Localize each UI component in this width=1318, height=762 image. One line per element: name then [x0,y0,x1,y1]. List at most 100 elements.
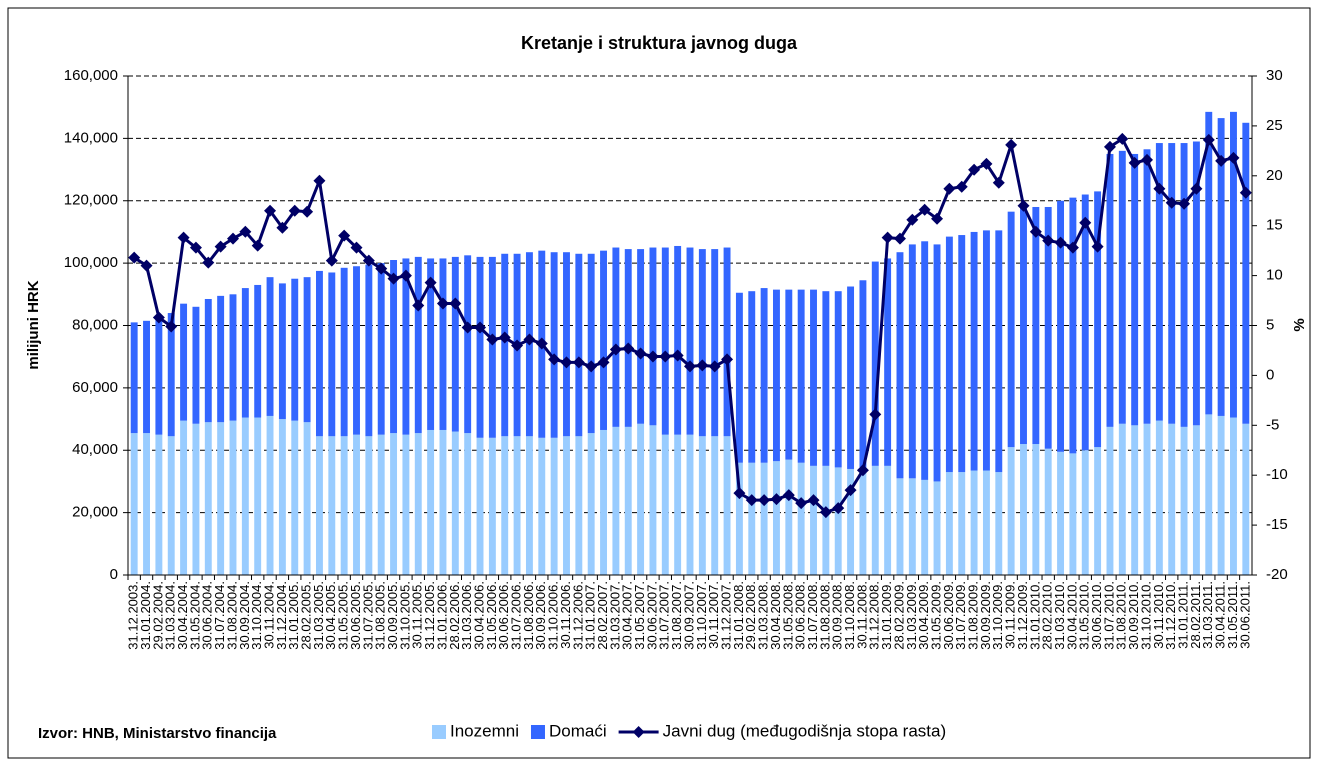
x-tick-label: 30.09.2007. [681,581,696,650]
x-tick-label: 30.06.2009. [941,581,956,650]
bar [501,436,509,575]
bar [1069,197,1077,454]
line-marker [424,276,437,289]
bar [1007,211,1015,448]
bar [834,467,842,575]
x-tick-label: 31.07.2010. [1101,581,1116,650]
bar [760,288,768,463]
x-tick-label: 30.04.2009. [916,581,931,650]
x-tick-label: 30.09.2005. [385,581,400,650]
bar [612,247,620,427]
line-marker [362,254,375,267]
line-marker [1091,240,1104,253]
bar [1094,447,1102,575]
x-tick-label: 31.08.2006. [521,581,536,650]
line-marker [844,484,857,497]
x-tick-label: 30.11.2007. [706,581,721,649]
bar [637,423,645,575]
bar [711,436,719,575]
x-tick-label: 31.08.2009. [966,581,981,650]
y-tick-label: 80,000 [72,316,118,333]
line-marker [733,487,746,500]
bar [1057,200,1065,452]
x-tick-label: 31.10.2009. [990,581,1005,650]
bar [661,247,669,435]
bar [785,289,793,460]
bar [278,283,286,420]
x-tick-label: 31.01.2004. [138,581,153,650]
x-tick-label: 28.02.2011. [1188,581,1203,649]
line-marker [782,489,795,502]
x-tick-label: 31.07.2005. [360,581,375,650]
bar [933,481,941,575]
x-tick-label: 31.08.2005. [373,581,388,650]
line-marker [548,353,561,366]
line-marker [461,321,474,334]
bar [612,426,620,575]
x-tick-label: 30.04.2004. [175,581,190,650]
y-axis-title: milijuni HRK [25,280,42,369]
bar [982,230,990,471]
bar [217,295,225,423]
bar [958,472,966,575]
line-marker [856,464,869,477]
x-tick-label: 28.02.2007. [595,581,610,650]
bar [686,434,694,575]
line-marker [301,205,314,218]
bar [896,252,904,479]
x-tick-label: 31.12.2007. [718,581,733,650]
bar [229,420,237,575]
bar [698,436,706,575]
bar [587,253,595,434]
bar [550,437,558,575]
line-marker [288,204,301,217]
bar [871,261,879,466]
x-tick-label: 31.01.2005. [286,581,301,650]
bar [315,436,323,575]
x-tick-label: 31.12.2005. [422,581,437,650]
bar [204,422,212,575]
line-marker [992,176,1005,189]
bar [340,267,348,437]
bar [365,436,373,575]
line-marker [918,203,931,216]
bar [896,478,904,575]
bar [451,431,459,575]
line-marker [745,494,758,507]
bar [303,277,311,423]
chart-border [7,7,1311,759]
bar [464,433,472,575]
x-tick-label: 29.02.2004. [150,581,165,650]
x-tick-label: 31.07.2004. [212,581,227,650]
line-marker [226,232,239,245]
bar [1143,423,1151,575]
x-tick-label: 30.06.2007. [644,581,659,650]
bar [995,472,1003,575]
line-marker [523,333,536,346]
bar [600,250,607,430]
bar [1044,206,1052,449]
y2-tick-label: -5 [1266,416,1279,433]
x-tick-label: 30.04.2011. [1213,581,1228,649]
line-marker [585,360,598,373]
x-tick-label: 30.04.2010. [1064,581,1079,650]
bar [1168,423,1176,575]
bar [1180,426,1188,575]
y2-tick-label: -15 [1266,516,1288,533]
y-tick-label: 100,000 [64,254,118,271]
x-tick-label: 30.11.2005. [410,581,425,649]
x-tick-label: 31.03.2006. [459,581,474,650]
bar [1155,143,1163,421]
line-marker [140,259,153,272]
bar [921,479,929,575]
bar [340,436,348,575]
x-tick-label: 31.05.2004. [187,581,202,650]
bar [501,253,509,437]
bar [143,433,150,575]
x-tick-label: 30.11.2004. [261,581,276,649]
bar [995,230,1003,473]
line-marker [770,493,783,506]
bar [723,247,731,437]
line-marker [1215,154,1228,167]
